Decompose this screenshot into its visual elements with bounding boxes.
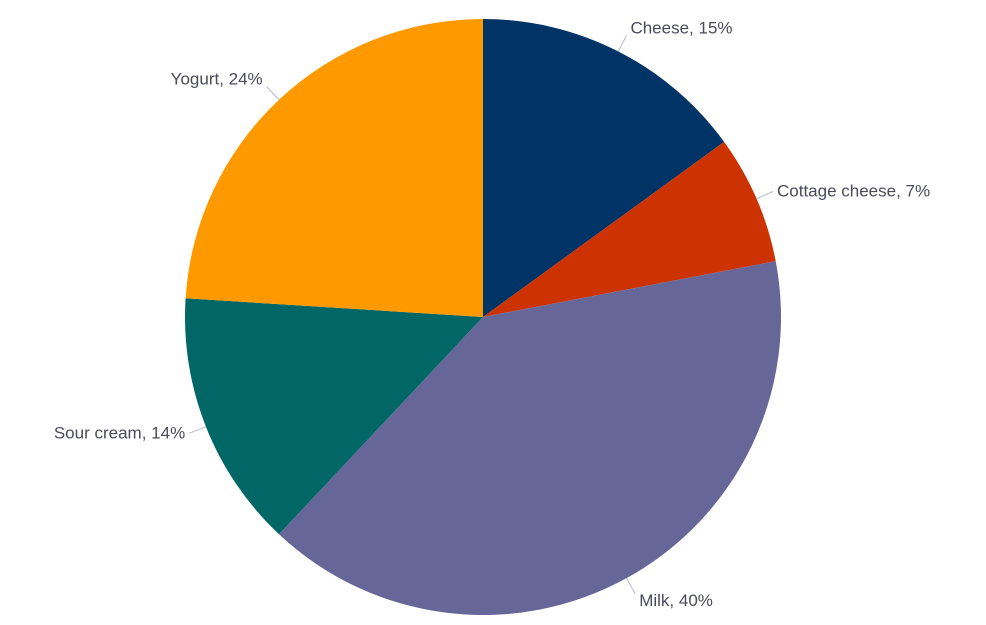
leader-line: [189, 426, 207, 434]
pie-slice-sour-cream: [185, 298, 483, 535]
slice-label: Milk, 40%: [639, 591, 713, 610]
slice-label: Yogurt, 24%: [171, 70, 263, 89]
label-leader-lines: [189, 35, 774, 595]
pie-slice-cottage-cheese: [483, 141, 776, 317]
leader-line: [266, 86, 280, 101]
leader-line: [626, 577, 636, 595]
slice-label: Cheese, 15%: [630, 18, 732, 37]
pie-slice-cheese: [483, 19, 725, 317]
slice-label: Sour cream, 14%: [54, 423, 185, 442]
pie-slice-yogurt: [185, 19, 483, 317]
leader-line: [756, 191, 774, 200]
leader-line: [617, 35, 627, 52]
pie-slices: [185, 19, 781, 616]
slice-labels: Cheese, 15% Cottage cheese, 7% Milk, 40% So…: [54, 18, 930, 609]
pie-slice-milk: [279, 261, 781, 616]
slice-label: Cottage cheese, 7%: [777, 182, 930, 201]
